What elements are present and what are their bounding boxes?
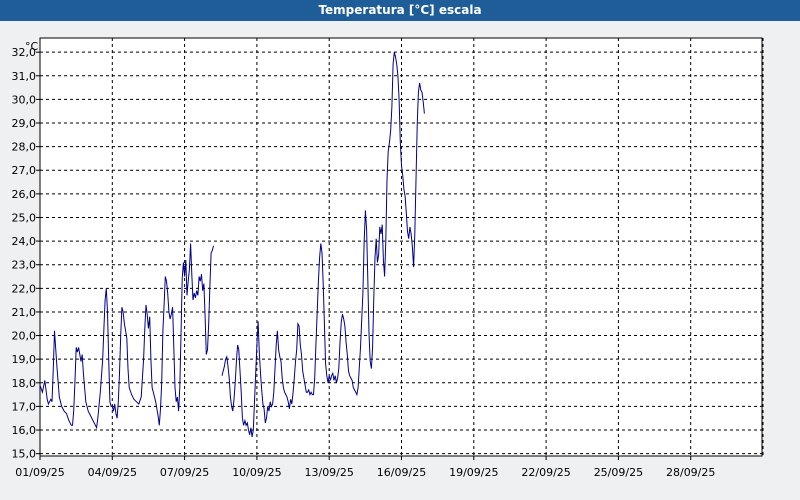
y-tick-label: 29,0 [12,117,37,130]
y-axis-ticks: 15,0 16,0 17,0 18,0 19,0 20,0 21,0 22,0 23,0 24,0… [12,46,40,461]
y-tick-label: 27,0 [12,164,37,177]
x-tick-label: 01/09/25 [15,466,64,479]
grid [40,38,764,456]
y-tick-label: 23,0 [12,259,37,272]
y-tick-label: 21,0 [12,306,37,319]
temperature-series [39,52,425,438]
y-tick-label: 22,0 [12,282,37,295]
x-axis-ticks: 01/09/25 04/09/25 07/09/25 10/09/25 13/09/25… [15,456,715,479]
x-tick-label: 22/09/25 [521,466,570,479]
y-tick-label: 30,0 [12,93,37,106]
x-tick-label: 25/09/25 [594,466,643,479]
x-tick-label: 16/09/25 [377,466,426,479]
y-tick-label: 20,0 [12,330,37,343]
chart-title: Temperatura [°C] escala [0,0,800,21]
y-tick-label: 24,0 [12,235,37,248]
y-tick-label: 18,0 [12,377,37,390]
temperature-chart: °C 15,0 16,0 17,0 18,0 19,0 20,0 21,0 22,0 23,0 2… [12,37,764,479]
x-tick-label: 19/09/25 [449,466,498,479]
x-tick-label: 04/09/25 [88,466,137,479]
temperature-line-segment [221,52,425,438]
x-tick-label: 28/09/25 [666,466,715,479]
y-tick-label: 16,0 [12,424,37,437]
y-tick-label: 26,0 [12,188,37,201]
temperature-line-segment [39,243,214,430]
y-tick-label: 15,0 [12,448,37,461]
x-tick-label: 13/09/25 [304,466,353,479]
y-tick-label: 19,0 [12,353,37,366]
y-tick-label: 25,0 [12,211,37,224]
y-tick-label: 28,0 [12,141,37,154]
x-tick-label: 07/09/25 [160,466,209,479]
y-axis-unit-label: °C [25,40,39,53]
y-tick-label: 17,0 [12,400,37,413]
y-tick-label: 31,0 [12,70,37,83]
x-tick-label: 10/09/25 [232,466,281,479]
y-tick-label: 32,0 [12,46,37,59]
